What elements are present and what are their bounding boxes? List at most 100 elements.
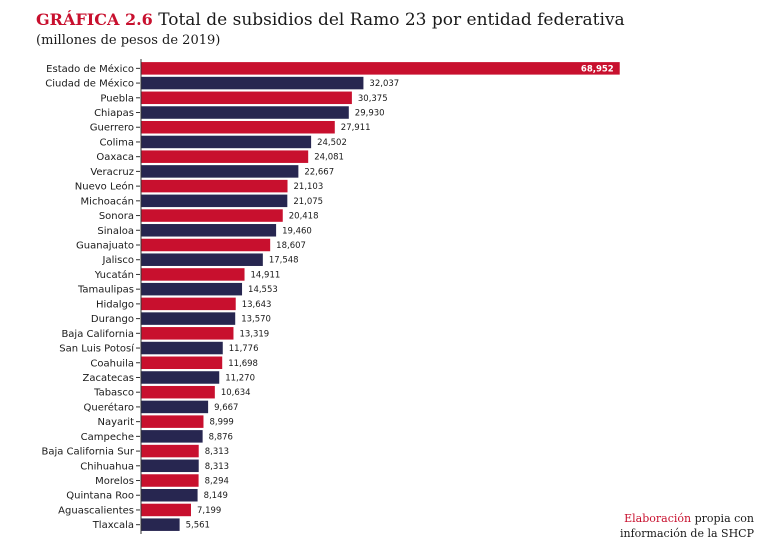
y-tick-label: Tamaulipas <box>77 285 134 296</box>
data-label: 24,081 <box>314 153 344 163</box>
bar <box>141 459 199 473</box>
data-label: 5,561 <box>186 521 210 531</box>
bar <box>141 327 234 340</box>
y-tick-label: Ciudad de México <box>45 78 134 90</box>
y-tick-label: Colima <box>99 137 134 148</box>
bar <box>141 415 204 428</box>
y-tick-label: Jalisco <box>102 255 134 266</box>
chart-title: Total de subsidios del Ramo 23 por entid… <box>158 10 625 30</box>
y-tick-label: Coahuila <box>90 358 134 369</box>
y-tick-label: Michoacán <box>81 195 134 207</box>
source-note: Elaboración propia con información de la… <box>620 511 754 541</box>
bar <box>141 120 335 134</box>
y-tick-label: Chihuahua <box>80 461 134 472</box>
y-tick-label: Oaxaca <box>96 152 134 163</box>
data-label: 13,643 <box>242 300 272 310</box>
bar <box>141 150 309 163</box>
y-tick-label: Durango <box>91 314 134 325</box>
bar <box>141 224 277 237</box>
bar <box>141 430 203 443</box>
data-label: 20,418 <box>289 212 319 222</box>
y-tick-label: Sonora <box>99 211 134 222</box>
y-tick-label: Guerrero <box>90 123 134 134</box>
bar <box>141 400 209 414</box>
chart-number-label: GRÁFICA 2.6 <box>36 10 153 29</box>
y-tick-label: Puebla <box>100 93 134 104</box>
bar <box>141 518 180 531</box>
data-label: 8,149 <box>204 491 228 501</box>
chart-subtitle: (millones de pesos de 2019) <box>36 33 221 48</box>
data-label: 30,375 <box>358 94 388 104</box>
bar <box>141 135 312 149</box>
bar <box>141 209 283 222</box>
bar <box>141 341 223 355</box>
data-label: 29,930 <box>355 109 385 119</box>
data-label: 8,876 <box>209 432 233 442</box>
source-text-line2: información de la SHCP <box>620 527 754 540</box>
bar <box>141 106 349 119</box>
data-label: 11,270 <box>225 373 255 383</box>
y-tick-label: Chiapas <box>94 108 134 119</box>
y-tick-label: Baja California Sur <box>41 447 134 458</box>
bar <box>141 179 288 193</box>
bar <box>141 194 288 208</box>
data-label: 18,607 <box>276 241 306 251</box>
y-tick-label: Veracruz <box>90 167 134 178</box>
bar <box>141 385 215 399</box>
bar <box>141 444 199 458</box>
data-label: 8,313 <box>205 462 229 472</box>
bar <box>141 76 364 90</box>
data-label: 14,911 <box>251 270 281 280</box>
bar <box>141 91 352 105</box>
chart-title-line: GRÁFICA 2.6 Total de subsidios del Ramo … <box>36 9 625 31</box>
data-label: 9,667 <box>214 403 238 413</box>
bar <box>141 238 271 252</box>
source-highlight: Elaboración <box>624 512 692 525</box>
data-label: 21,075 <box>293 197 323 207</box>
y-tick-label: Campeche <box>81 432 134 443</box>
bar <box>141 371 220 384</box>
y-tick-label: Morelos <box>95 476 134 487</box>
y-tick-label: Nuevo León <box>75 181 134 193</box>
data-label: 21,103 <box>294 182 324 192</box>
data-label: 8,999 <box>209 418 233 428</box>
y-tick-label: Querétaro <box>84 401 134 413</box>
data-label: 8,294 <box>205 477 229 487</box>
bar <box>141 488 198 502</box>
y-tick-label: Sinaloa <box>97 226 134 237</box>
bar <box>141 62 620 75</box>
data-label: 27,911 <box>341 123 371 133</box>
y-tick-label: Nayarit <box>98 417 135 428</box>
bar <box>141 253 263 266</box>
data-label: 11,776 <box>229 344 259 354</box>
data-label: 10,634 <box>221 388 251 398</box>
title-block: GRÁFICA 2.6 Total de subsidios del Ramo … <box>36 9 625 50</box>
data-label: 32,037 <box>369 79 399 89</box>
data-label: 68,952 <box>581 64 614 74</box>
bar <box>141 503 191 517</box>
bar <box>141 297 236 311</box>
bar <box>141 165 299 178</box>
bar <box>141 312 236 325</box>
source-text: propia con <box>694 512 754 525</box>
data-label: 17,548 <box>269 256 299 266</box>
bar <box>141 282 243 296</box>
y-tick-label: Yucatán <box>94 269 134 281</box>
data-label: 11,698 <box>228 359 258 369</box>
data-label: 7,199 <box>197 506 221 516</box>
y-tick-label: Hidalgo <box>96 299 134 310</box>
y-tick-label: Baja California <box>61 329 134 340</box>
y-tick-label: Aguascalientes <box>58 505 134 516</box>
y-tick-label: Guanajuato <box>76 241 134 252</box>
data-label: 19,460 <box>282 226 312 236</box>
data-label: 13,319 <box>239 329 269 339</box>
data-label: 24,502 <box>317 138 347 148</box>
y-tick-label: Zacatecas <box>82 373 134 384</box>
data-label: 13,570 <box>241 315 271 325</box>
bar <box>141 268 245 281</box>
bar <box>141 356 223 370</box>
y-tick-label: Tlaxcala <box>92 520 134 531</box>
data-label: 22,667 <box>304 167 334 177</box>
data-label: 8,313 <box>205 447 229 457</box>
